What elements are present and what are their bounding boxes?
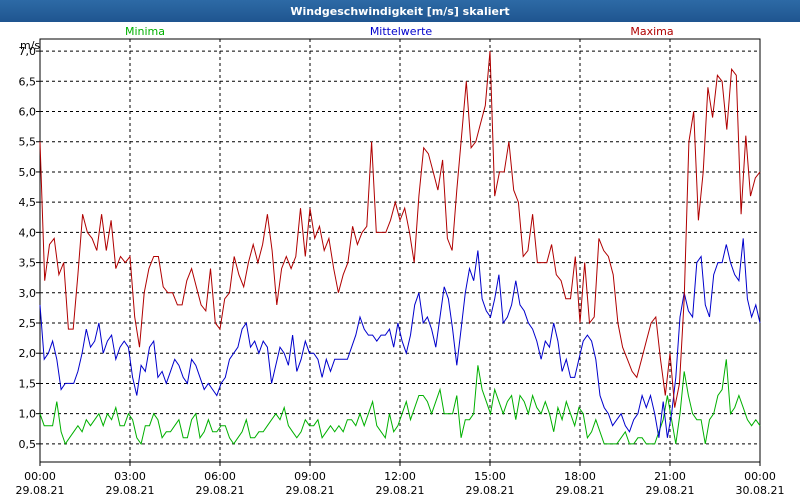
x-tick-label-time: 03:00 <box>114 470 146 483</box>
y-tick-label: 4,5 <box>19 196 37 209</box>
x-tick-label-time: 00:00 <box>24 470 56 483</box>
x-tick-label-time: 09:00 <box>294 470 326 483</box>
legend: Minima Mittelwerte Maxima <box>125 25 674 38</box>
y-tick-label: 6,5 <box>19 75 37 88</box>
x-tick-label-date: 29.08.21 <box>196 484 245 497</box>
series-line-maxima <box>39 51 761 408</box>
x-tick-label-time: 12:00 <box>384 470 416 483</box>
x-axis: 00:0029.08.2103:0029.08.2106:0029.08.210… <box>16 462 785 497</box>
y-axis: 0,5 1,0 1,5 2,0 2,5 3,0 3,5 4,0 4,5 5,0 5,5 6,0 6,5 7… <box>19 45 40 451</box>
y-tick-label: 4,0 <box>19 226 37 239</box>
x-tick-label-date: 29.08.21 <box>376 484 425 497</box>
x-tick-label-date: 29.08.21 <box>286 484 335 497</box>
y-tick-label: 0,5 <box>19 438 37 451</box>
x-tick-label-time: 18:00 <box>564 470 596 483</box>
y-tick-label: 7,0 <box>19 45 37 58</box>
y-tick-label: 5,0 <box>19 166 37 179</box>
y-tick-label: 2,5 <box>19 317 37 330</box>
legend-entry-maxima: Maxima <box>630 25 673 38</box>
series-line-mittelwerte <box>39 238 761 438</box>
y-tick-label: 2,0 <box>19 347 37 360</box>
grid <box>40 39 760 462</box>
chart-title: Windgeschwindigkeit [m/s] skaliert <box>0 0 800 22</box>
series-line-minima <box>39 359 761 446</box>
x-tick-label-time: 21:00 <box>654 470 686 483</box>
legend-entry-mittelwerte: Mittelwerte <box>370 25 433 38</box>
x-tick-label-time: 06:00 <box>204 470 236 483</box>
x-tick-label-date: 29.08.21 <box>106 484 155 497</box>
y-tick-label: 3,0 <box>19 287 37 300</box>
x-tick-label-date: 30.08.21 <box>736 484 785 497</box>
y-tick-label: 6,0 <box>19 106 37 119</box>
x-tick-label-date: 29.08.21 <box>646 484 695 497</box>
series <box>39 51 761 446</box>
y-tick-label: 5,5 <box>19 136 37 149</box>
y-tick-label: 1,0 <box>19 408 37 421</box>
x-tick-label-date: 29.08.21 <box>556 484 605 497</box>
y-tick-label: 3,5 <box>19 257 37 270</box>
x-tick-label-date: 29.08.21 <box>16 484 65 497</box>
x-tick-label-time: 00:00 <box>744 470 776 483</box>
y-axis-label: m/s <box>20 39 40 52</box>
x-tick-label-date: 29.08.21 <box>466 484 515 497</box>
legend-entry-minima: Minima <box>125 25 165 38</box>
y-tick-label: 1,5 <box>19 377 37 390</box>
x-tick-label-time: 15:00 <box>474 470 506 483</box>
